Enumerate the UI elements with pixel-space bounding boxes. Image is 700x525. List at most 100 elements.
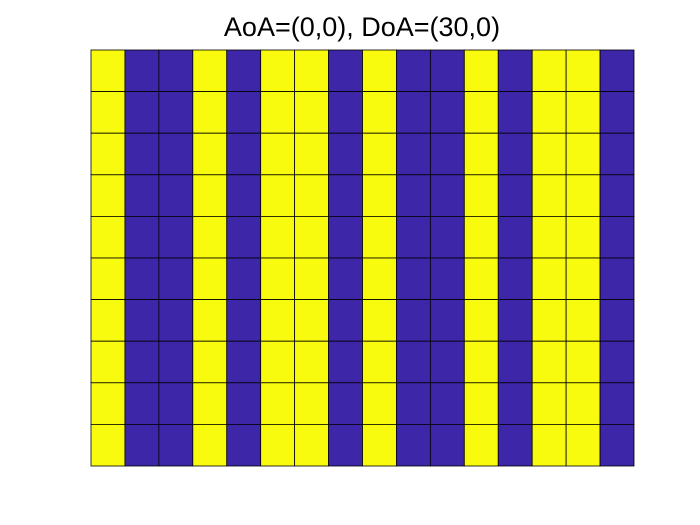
cell: [429, 257, 465, 300]
cell: [463, 299, 499, 342]
cell: [531, 132, 567, 176]
cell: [260, 49, 296, 92]
cell: [328, 215, 363, 259]
cell: [396, 382, 431, 425]
cell: [463, 132, 499, 176]
cell: [294, 257, 329, 300]
cell: [396, 215, 431, 259]
cell: [565, 382, 601, 425]
cell: [158, 299, 194, 342]
cell: [362, 91, 397, 134]
cell: [328, 340, 363, 384]
cell: [260, 340, 296, 384]
cell: [90, 91, 126, 134]
cell: [328, 382, 363, 425]
cell: [396, 257, 431, 300]
cell: [192, 382, 228, 425]
cell: [260, 91, 296, 134]
cell: [90, 257, 126, 300]
cell: [429, 382, 465, 425]
cell: [226, 132, 262, 176]
cell: [565, 215, 601, 259]
cell: [328, 299, 363, 342]
cell: [226, 215, 262, 259]
cell: [599, 423, 635, 467]
cell: [328, 91, 363, 134]
cell: [124, 423, 160, 467]
cell: [226, 299, 262, 342]
cell: [531, 299, 567, 342]
cell: [429, 49, 465, 92]
cell: [599, 91, 635, 134]
cell: [531, 382, 567, 425]
cell: [429, 340, 465, 384]
cell: [362, 174, 397, 217]
cell: [294, 215, 329, 259]
cell: [429, 132, 465, 176]
cell: [294, 174, 329, 217]
cell: [124, 340, 160, 384]
cell: [328, 174, 363, 217]
cell: [362, 382, 397, 425]
cell: [463, 382, 499, 425]
cell: [599, 382, 635, 425]
cell: [497, 91, 533, 134]
cell: [396, 423, 431, 467]
cell: [396, 91, 431, 134]
cell: [192, 340, 228, 384]
cell: [429, 299, 465, 342]
cell: [226, 340, 262, 384]
cell: [599, 132, 635, 176]
cell: [192, 299, 228, 342]
cell: [463, 91, 499, 134]
cell: [158, 423, 194, 467]
cell: [362, 340, 397, 384]
cell: [599, 49, 635, 92]
cell: [294, 423, 329, 467]
cell: [226, 382, 262, 425]
cell: [226, 423, 262, 467]
cell: [90, 132, 126, 176]
cell: [124, 382, 160, 425]
cell: [497, 132, 533, 176]
cell: [565, 132, 601, 176]
chart-title: AoA=(0,0), DoA=(30,0): [224, 12, 500, 42]
cell: [531, 174, 567, 217]
cell: [260, 132, 296, 176]
cell: [260, 423, 296, 467]
cell: [565, 91, 601, 134]
cell: [531, 423, 567, 467]
cell: [463, 49, 499, 92]
cell: [294, 382, 329, 425]
cell: [497, 340, 533, 384]
cell: [497, 382, 533, 425]
cell: [294, 49, 329, 92]
cell: [396, 49, 431, 92]
cell: [158, 174, 194, 217]
cell: [463, 174, 499, 217]
cell: [226, 49, 262, 92]
cell: [192, 91, 228, 134]
cell: [497, 215, 533, 259]
cell: [124, 49, 160, 92]
cell: [90, 174, 126, 217]
cell: [124, 91, 160, 134]
cell: [260, 174, 296, 217]
cell: [192, 257, 228, 300]
cell: [124, 257, 160, 300]
cell: [90, 215, 126, 259]
cell: [260, 299, 296, 342]
cell: [497, 257, 533, 300]
cell: [362, 423, 397, 467]
cell: [328, 132, 363, 176]
cell: [531, 91, 567, 134]
cell: [463, 340, 499, 384]
cell: [362, 299, 397, 342]
cell: [531, 257, 567, 300]
cell: [429, 91, 465, 134]
cell: [463, 215, 499, 259]
cell: [396, 340, 431, 384]
cell: [192, 132, 228, 176]
cell: [158, 382, 194, 425]
cell: [599, 174, 635, 217]
